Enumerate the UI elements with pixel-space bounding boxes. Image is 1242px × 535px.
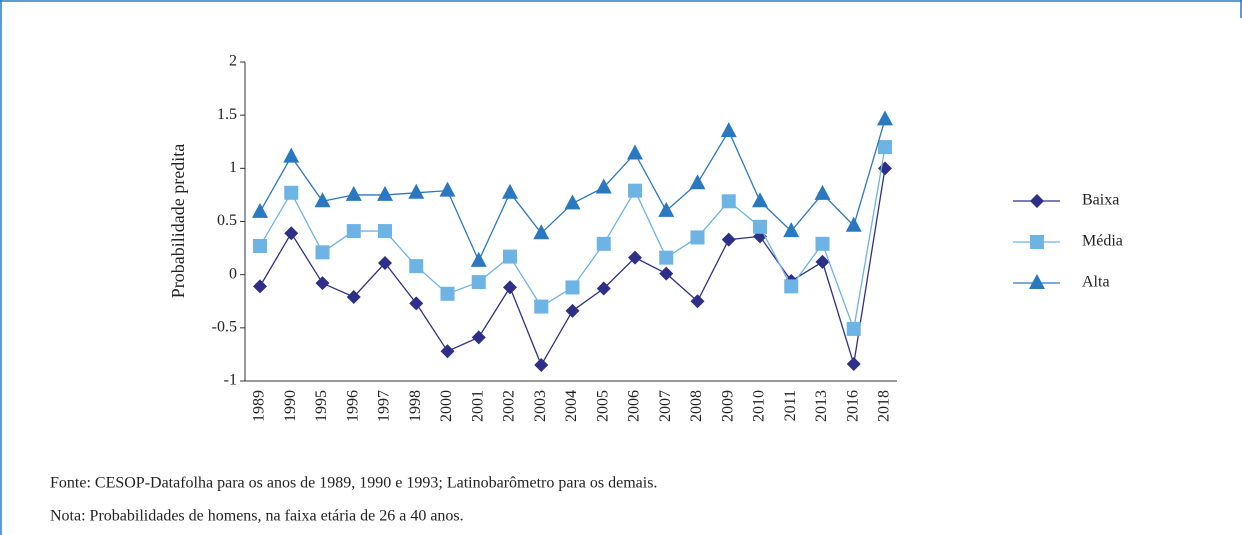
note: Nota: Probabilidades de homens, na faixa… — [50, 508, 464, 525]
x-tick-label: 2001 — [469, 390, 486, 422]
marker — [565, 280, 580, 295]
marker — [720, 122, 737, 138]
marker — [783, 222, 800, 238]
marker — [721, 232, 736, 247]
marker — [596, 281, 611, 296]
marker — [1030, 235, 1044, 249]
marker — [877, 110, 893, 126]
y-tick-label: 1.5 — [217, 106, 237, 123]
marker — [752, 192, 768, 208]
marker — [315, 276, 330, 291]
y-axis-label: Probabilidade predita — [168, 144, 188, 298]
note: Fonte: CESOP-Datafolha para os anos de 1… — [50, 475, 657, 492]
marker — [721, 194, 736, 209]
x-tick-label: 2011 — [782, 390, 799, 421]
marker — [814, 184, 831, 200]
marker — [627, 144, 643, 160]
y-tick-label: 0 — [229, 265, 237, 282]
marker — [440, 344, 455, 359]
marker — [845, 216, 862, 232]
marker — [284, 226, 299, 241]
marker — [471, 330, 486, 345]
x-tick-label: 2013 — [813, 390, 830, 422]
marker — [595, 178, 612, 194]
marker — [628, 183, 642, 198]
marker — [689, 174, 706, 190]
marker — [470, 251, 487, 267]
marker — [815, 254, 830, 269]
x-tick-label: 2006 — [626, 390, 643, 422]
marker — [377, 185, 393, 201]
x-tick-label: 2009 — [719, 390, 736, 422]
marker — [346, 289, 361, 304]
marker — [283, 147, 300, 163]
x-tick-label: 2007 — [657, 390, 674, 422]
marker — [346, 224, 361, 239]
marker — [253, 238, 267, 253]
marker — [878, 140, 892, 155]
marker — [1029, 274, 1045, 289]
marker — [659, 250, 674, 265]
legend-label: Alta — [1082, 274, 1110, 291]
marker — [753, 219, 767, 234]
marker — [253, 279, 267, 294]
marker — [315, 245, 330, 260]
y-tick-label: -1 — [224, 372, 237, 389]
marker — [690, 230, 705, 245]
marker — [314, 192, 331, 208]
marker — [440, 286, 455, 301]
x-tick-label: 1995 — [313, 390, 330, 422]
marker — [596, 236, 611, 251]
marker — [846, 321, 861, 336]
x-tick-label: 1990 — [282, 390, 299, 422]
marker — [408, 183, 425, 199]
marker — [659, 266, 674, 281]
x-tick-label: 1998 — [407, 390, 424, 422]
marker — [409, 259, 424, 274]
marker — [846, 356, 861, 371]
y-tick-label: 1 — [229, 159, 237, 176]
legend-label: Média — [1082, 233, 1123, 250]
marker — [502, 183, 518, 199]
y-tick-label: -0.5 — [212, 319, 237, 336]
legend-label: Baixa — [1082, 192, 1119, 209]
y-tick-label: 2 — [229, 53, 237, 70]
x-tick-label: 1989 — [251, 390, 268, 422]
marker — [252, 202, 268, 218]
marker — [471, 275, 486, 290]
marker — [628, 250, 642, 265]
x-tick-label: 1997 — [376, 390, 393, 422]
marker — [534, 358, 549, 373]
x-tick-label: 2010 — [751, 390, 768, 422]
x-tick-label: 2002 — [501, 390, 518, 422]
marker — [1030, 194, 1044, 208]
marker — [533, 224, 550, 240]
marker — [784, 279, 799, 294]
x-tick-label: 2004 — [563, 390, 580, 422]
marker — [534, 299, 549, 314]
marker — [564, 194, 581, 210]
y-tick-label: 0.5 — [217, 212, 237, 229]
marker — [503, 280, 517, 295]
marker — [565, 303, 580, 318]
x-tick-label: 2000 — [438, 390, 455, 422]
marker — [815, 236, 830, 251]
marker — [439, 181, 456, 197]
x-tick-label: 2018 — [876, 390, 893, 422]
marker — [658, 201, 675, 217]
marker — [284, 185, 299, 200]
x-tick-label: 2008 — [688, 390, 705, 422]
marker — [378, 224, 392, 239]
x-tick-label: 2003 — [532, 390, 549, 422]
marker — [345, 185, 362, 201]
x-tick-label: 1996 — [344, 390, 361, 422]
x-tick-label: 2016 — [844, 390, 861, 422]
marker — [503, 249, 517, 264]
marker — [378, 255, 392, 270]
x-tick-label: 2005 — [594, 390, 611, 422]
marker — [409, 296, 424, 311]
marker — [690, 294, 705, 309]
